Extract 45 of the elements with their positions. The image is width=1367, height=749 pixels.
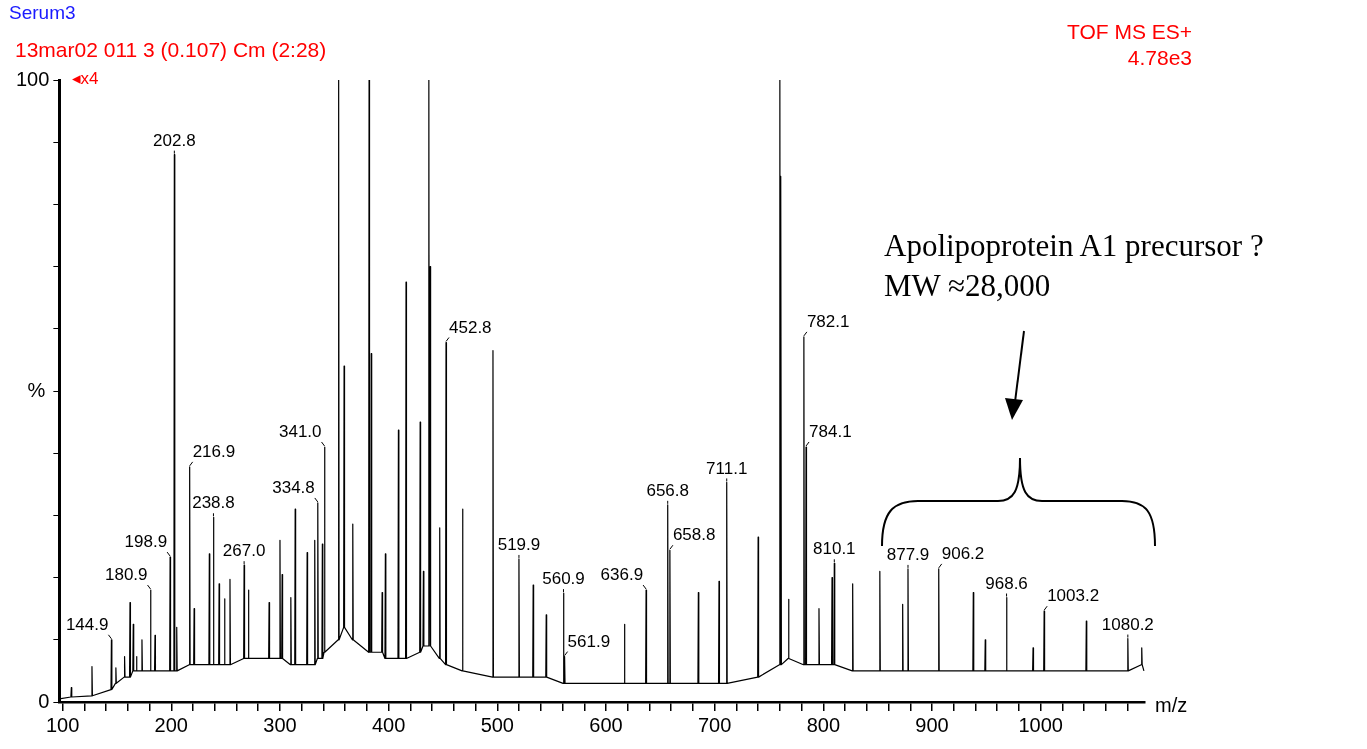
annotation: 810.1: [813, 539, 856, 559]
annotation: 202.8: [153, 130, 196, 150]
annotation: 216.9: [192, 442, 236, 462]
annotation: 656.8: [646, 481, 689, 501]
annotation: 658.8: [672, 525, 716, 545]
annotation: 711.1: [706, 458, 748, 478]
annotation: 560.9: [542, 569, 585, 589]
x-tick-label: 600: [589, 713, 623, 736]
annotation: 267.0: [222, 541, 266, 561]
annotation: Apolipoprotein A1 precursor ?: [884, 228, 1264, 264]
x-tick-label: 800: [806, 713, 841, 736]
annotation: 1003.2: [1047, 586, 1100, 606]
annotation: 198.9: [124, 532, 168, 552]
chart-title: Serum3: [9, 2, 76, 24]
text: TOF MS ES+: [1066, 20, 1192, 44]
x-tick-label: 900: [915, 713, 949, 736]
x-tick-label: 1000: [1018, 713, 1063, 736]
annotation: 144.9: [65, 614, 109, 634]
annotation: ◂x4: [72, 68, 99, 89]
x-axis-title: m/z: [1155, 693, 1188, 716]
annotation: 334.8: [272, 478, 315, 498]
x-tick-label: 400: [371, 713, 406, 736]
x-tick-label: 300: [263, 713, 297, 736]
annotation: 906.2: [941, 544, 985, 564]
annotation: 968.6: [985, 573, 1028, 593]
annotation: 238.8: [192, 493, 235, 513]
annotation: 784.1: [809, 422, 852, 442]
y-axis-title: %: [27, 378, 46, 401]
annotation: 877.9: [886, 545, 930, 565]
chart-subtitle: 13mar02 011 3 (0.107) Cm (2:28): [15, 38, 327, 62]
x-tick-label: 500: [480, 713, 514, 736]
annotation: 180.9: [105, 565, 148, 585]
annotation: 1080.2: [1101, 614, 1154, 634]
x-tick-label: 700: [697, 713, 732, 736]
annotation: 519.9: [497, 535, 541, 555]
text: 4.78e3: [1127, 46, 1192, 70]
annotation: 636.9: [600, 565, 644, 585]
annotation: 561.9: [567, 631, 611, 651]
annotation: 452.8: [449, 317, 492, 337]
annotation: MW ≈28,000: [884, 268, 1051, 304]
x-tick-label: 200: [154, 713, 188, 736]
annotation: 341.0: [278, 422, 322, 442]
annotation: 782.1: [806, 312, 850, 332]
x-tick-label: 100: [45, 713, 80, 736]
y-tick-label: 0: [38, 689, 50, 712]
